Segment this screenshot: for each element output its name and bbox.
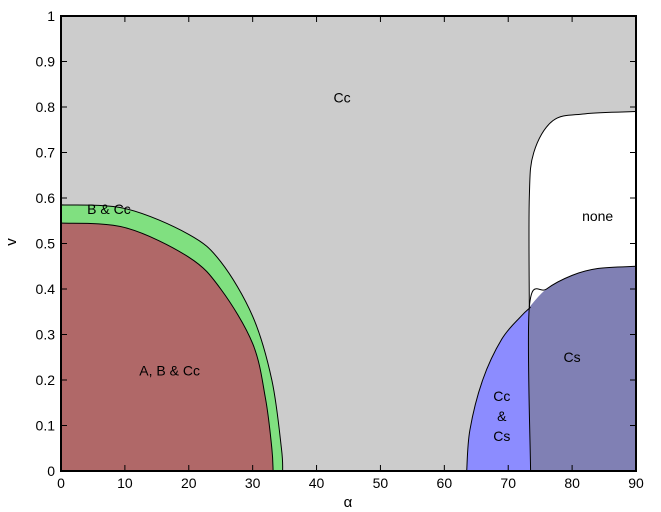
region-label: Cs bbox=[564, 349, 581, 365]
y-tick-label: 0.5 bbox=[36, 236, 56, 252]
x-tick-label: 10 bbox=[117, 475, 133, 491]
y-tick-label: 0.2 bbox=[36, 372, 56, 388]
x-tick-label: 80 bbox=[564, 475, 580, 491]
axis-ticks: 0 10 20 30 40 50 60 70 80 90 0 0.1 0.2 0.3 0.4 0.5 0.6 0.… bbox=[36, 8, 644, 491]
x-tick-label: 40 bbox=[309, 475, 325, 491]
y-tick-label: 0.9 bbox=[36, 54, 56, 70]
x-tick-label: 0 bbox=[57, 475, 65, 491]
x-tick-label: 60 bbox=[437, 475, 453, 491]
x-tick-label: 50 bbox=[373, 475, 389, 491]
y-tick-label: 1 bbox=[47, 8, 55, 24]
y-tick-label: 0.7 bbox=[36, 145, 56, 161]
region-cc-cs bbox=[466, 307, 531, 471]
y-tick-label: 0.1 bbox=[36, 418, 56, 434]
region-a-b-cc bbox=[60, 222, 274, 472]
region-label: A, B & Cc bbox=[139, 362, 200, 378]
y-tick-label: 0.4 bbox=[36, 281, 56, 297]
y-tick-label: 0.8 bbox=[36, 99, 56, 115]
x-tick-label: 90 bbox=[628, 475, 644, 491]
region-none bbox=[528, 111, 636, 308]
y-tick-label: 0.6 bbox=[36, 190, 56, 206]
x-axis-label: α bbox=[344, 494, 353, 511]
y-axis-label: v bbox=[3, 238, 20, 246]
x-tick-label: 70 bbox=[500, 475, 516, 491]
region-labels: Cc B & Cc A, B & Cc Cc & Cs Cs none bbox=[87, 89, 613, 444]
plot-area bbox=[60, 15, 637, 472]
y-tick-label: 0 bbox=[47, 463, 55, 479]
boundary-cc-cs bbox=[466, 306, 531, 472]
region-cs bbox=[528, 266, 636, 471]
x-tick-label: 30 bbox=[245, 475, 261, 491]
boundary-cs bbox=[527, 265, 637, 472]
x-tick-label: 20 bbox=[181, 475, 197, 491]
boundary-none bbox=[528, 111, 637, 308]
region-label: B & Cc bbox=[87, 201, 131, 217]
region-label: Cc & Cs bbox=[493, 388, 510, 444]
region-label: none bbox=[582, 208, 613, 224]
region-label: Cc bbox=[334, 89, 351, 105]
y-tick-label: 0.3 bbox=[36, 327, 56, 343]
